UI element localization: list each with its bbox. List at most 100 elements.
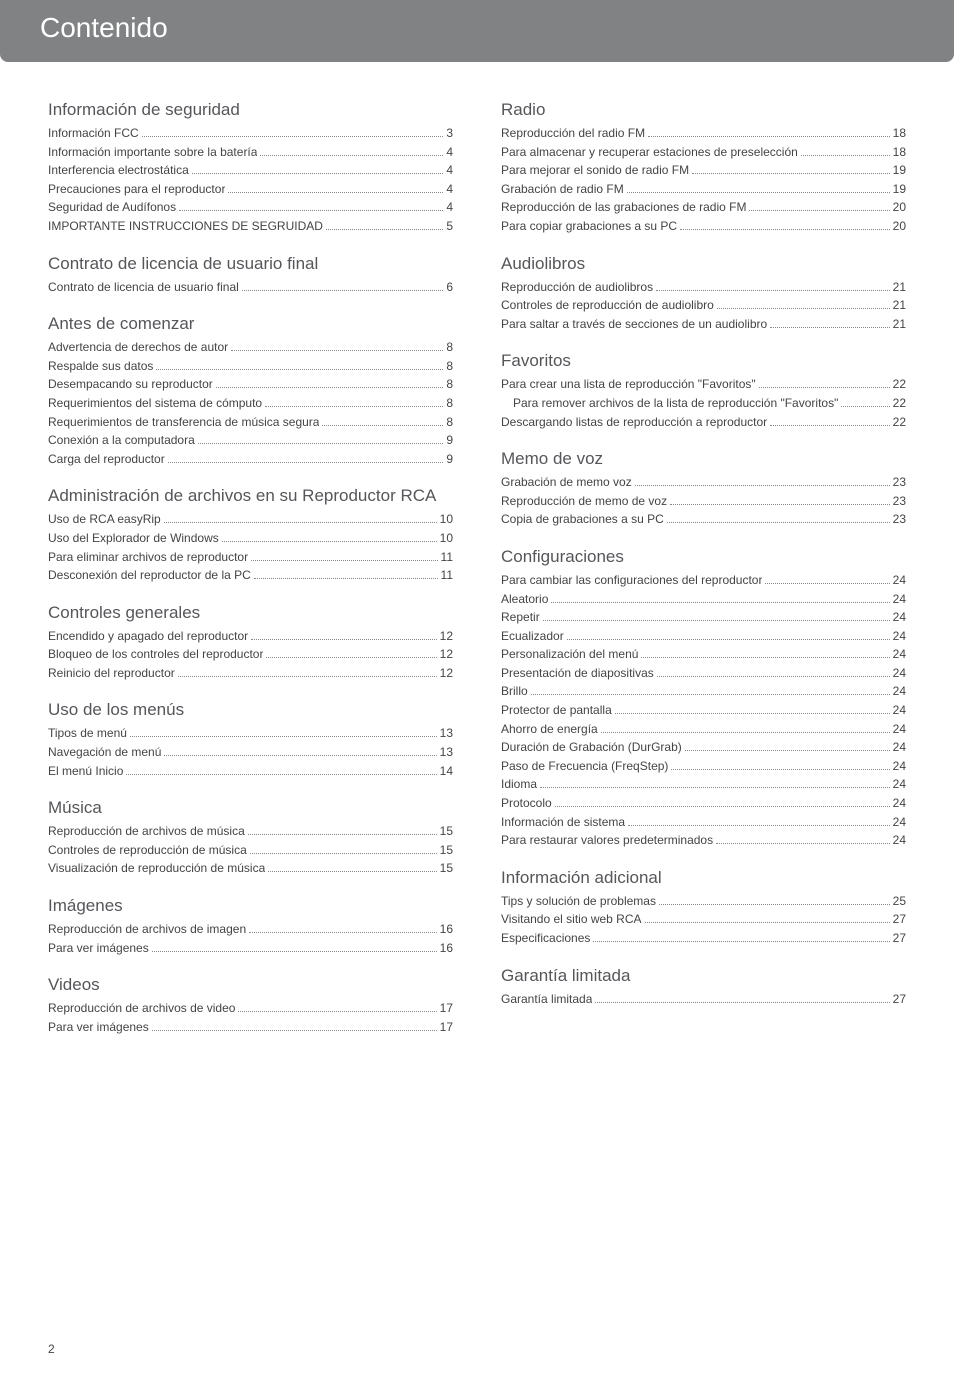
toc-entry[interactable]: Reproducción del radio FM18 <box>501 124 906 143</box>
toc-entry[interactable]: Encendido y apagado del reproductor12 <box>48 627 453 646</box>
toc-entry[interactable]: El menú Inicio14 <box>48 762 453 781</box>
toc-entry-label: Carga del reproductor <box>48 450 165 469</box>
toc-entry[interactable]: Controles de reproducción de música15 <box>48 841 453 860</box>
toc-entry-label: Conexión a la computadora <box>48 431 195 450</box>
toc-entry-page: 14 <box>440 762 453 781</box>
toc-entry-label: Grabación de memo voz <box>501 473 632 492</box>
toc-entry[interactable]: Uso del Explorador de Windows10 <box>48 529 453 548</box>
toc-entry[interactable]: Uso de RCA easyRip10 <box>48 510 453 529</box>
toc-entry[interactable]: Reproducción de audiolibros21 <box>501 278 906 297</box>
toc-entry-label: Personalización del menú <box>501 645 638 664</box>
toc-entry[interactable]: Conexión a la computadora9 <box>48 431 453 450</box>
toc-entry-page: 16 <box>440 920 453 939</box>
toc-entry[interactable]: Paso de Frecuencia (FreqStep)24 <box>501 757 906 776</box>
toc-entry[interactable]: Reproducción de las grabaciones de radio… <box>501 198 906 217</box>
toc-entry-label: Advertencia de derechos de autor <box>48 338 228 357</box>
toc-entry[interactable]: Protector de pantalla24 <box>501 701 906 720</box>
toc-entry-label: Para eliminar archivos de reproductor <box>48 548 248 567</box>
toc-entry[interactable]: Presentación de diapositivas24 <box>501 664 906 683</box>
toc-entry-label: Controles de reproducción de música <box>48 841 247 860</box>
toc-entry[interactable]: Reproducción de memo de voz23 <box>501 492 906 511</box>
toc-entry[interactable]: IMPORTANTE INSTRUCCIONES DE SEGRUIDAD5 <box>48 217 453 236</box>
toc-entry[interactable]: Para remover archivos de la lista de rep… <box>501 394 906 413</box>
toc-entry-page: 13 <box>440 743 453 762</box>
toc-entry-page: 27 <box>893 990 906 1009</box>
toc-entry-label: Aleatorio <box>501 590 548 609</box>
toc-entry[interactable]: Para ver imágenes16 <box>48 939 453 958</box>
toc-entry-label: Para copiar grabaciones a su PC <box>501 217 677 236</box>
toc-entry[interactable]: Advertencia de derechos de autor8 <box>48 338 453 357</box>
toc-entry[interactable]: Desempacando su reproductor8 <box>48 375 453 394</box>
toc-entry[interactable]: Controles de reproducción de audiolibro2… <box>501 296 906 315</box>
toc-entry[interactable]: Información FCC3 <box>48 124 453 143</box>
toc-leader <box>717 308 890 309</box>
toc-entry[interactable]: Personalización del menú24 <box>501 645 906 664</box>
toc-entry[interactable]: Contrato de licencia de usuario final6 <box>48 278 453 297</box>
toc-entry-page: 4 <box>446 198 453 217</box>
toc-leader <box>156 369 443 370</box>
toc-section: ImágenesReproducción de archivos de imag… <box>48 896 453 957</box>
toc-entry[interactable]: Seguridad de Audífonos4 <box>48 198 453 217</box>
toc-entry[interactable]: Grabación de radio FM19 <box>501 180 906 199</box>
toc-entry[interactable]: Visitando el sitio web RCA27 <box>501 910 906 929</box>
toc-entry[interactable]: Requerimientos del sistema de cómputo8 <box>48 394 453 413</box>
toc-entry[interactable]: Grabación de memo voz23 <box>501 473 906 492</box>
toc-entry[interactable]: Idioma24 <box>501 775 906 794</box>
toc-entry[interactable]: Para restaurar valores predeterminados24 <box>501 831 906 850</box>
toc-entry[interactable]: Información importante sobre la batería4 <box>48 143 453 162</box>
toc-section: Información adicionalTips y solución de … <box>501 868 906 948</box>
toc-leader <box>126 774 436 775</box>
toc-entry[interactable]: Garantía limitada27 <box>501 990 906 1009</box>
toc-entry-page: 17 <box>440 999 453 1018</box>
toc-leader <box>179 210 443 211</box>
toc-entry-page: 24 <box>893 757 906 776</box>
toc-entry[interactable]: Respalde sus datos8 <box>48 357 453 376</box>
toc-entry[interactable]: Protocolo24 <box>501 794 906 813</box>
toc-entry[interactable]: Carga del reproductor9 <box>48 450 453 469</box>
toc-leader <box>551 602 889 603</box>
toc-entry[interactable]: Descargando listas de reproducción a rep… <box>501 413 906 432</box>
toc-section: Antes de comenzarAdvertencia de derechos… <box>48 314 453 468</box>
toc-entry[interactable]: Navegación de menú13 <box>48 743 453 762</box>
toc-entry[interactable]: Para crear una lista de reproducción "Fa… <box>501 375 906 394</box>
toc-entry[interactable]: Para eliminar archivos de reproductor11 <box>48 548 453 567</box>
toc-entry[interactable]: Tipos de menú13 <box>48 724 453 743</box>
toc-leader <box>251 639 436 640</box>
toc-entry[interactable]: Para ver imágenes17 <box>48 1018 453 1037</box>
toc-leader <box>627 192 890 193</box>
toc-entry-label: Copia de grabaciones a su PC <box>501 510 664 529</box>
toc-entry[interactable]: Información de sistema24 <box>501 813 906 832</box>
toc-entry[interactable]: Requerimientos de transferencia de músic… <box>48 413 453 432</box>
toc-entry[interactable]: Para saltar a través de secciones de un … <box>501 315 906 334</box>
toc-entry[interactable]: Reproducción de archivos de video17 <box>48 999 453 1018</box>
toc-entry[interactable]: Para mejorar el sonido de radio FM19 <box>501 161 906 180</box>
toc-entry[interactable]: Aleatorio24 <box>501 590 906 609</box>
toc-entry[interactable]: Copia de grabaciones a su PC23 <box>501 510 906 529</box>
toc-entry[interactable]: Especificaciones27 <box>501 929 906 948</box>
toc-entry[interactable]: Duración de Grabación (DurGrab)24 <box>501 738 906 757</box>
toc-leader <box>142 136 444 137</box>
toc-section: Garantía limitadaGarantía limitada27 <box>501 966 906 1009</box>
toc-entry[interactable]: Para almacenar y recuperar estaciones de… <box>501 143 906 162</box>
toc-entry[interactable]: Precauciones para el reproductor4 <box>48 180 453 199</box>
toc-leader <box>680 229 890 230</box>
toc-entry[interactable]: Bloqueo de los controles del reproductor… <box>48 645 453 664</box>
toc-entry[interactable]: Repetir24 <box>501 608 906 627</box>
toc-leader <box>601 732 890 733</box>
toc-entry-label: Idioma <box>501 775 537 794</box>
toc-entry[interactable]: Interferencia electrostática4 <box>48 161 453 180</box>
toc-entry[interactable]: Brillo24 <box>501 682 906 701</box>
toc-entry[interactable]: Reinicio del reproductor12 <box>48 664 453 683</box>
toc-entry[interactable]: Reproducción de archivos de imagen16 <box>48 920 453 939</box>
toc-entry[interactable]: Ecualizador24 <box>501 627 906 646</box>
toc-entry[interactable]: Para copiar grabaciones a su PC20 <box>501 217 906 236</box>
toc-entry[interactable]: Desconexión del reproductor de la PC11 <box>48 566 453 585</box>
toc-leader <box>615 713 890 714</box>
toc-entry[interactable]: Tips y solución de problemas25 <box>501 892 906 911</box>
toc-entry[interactable]: Reproducción de archivos de música15 <box>48 822 453 841</box>
toc-leader <box>759 387 890 388</box>
toc-entry[interactable]: Para cambiar las configuraciones del rep… <box>501 571 906 590</box>
toc-entry[interactable]: Ahorro de energía24 <box>501 720 906 739</box>
toc-entry[interactable]: Visualización de reproducción de música1… <box>48 859 453 878</box>
toc-entry-page: 21 <box>893 315 906 334</box>
